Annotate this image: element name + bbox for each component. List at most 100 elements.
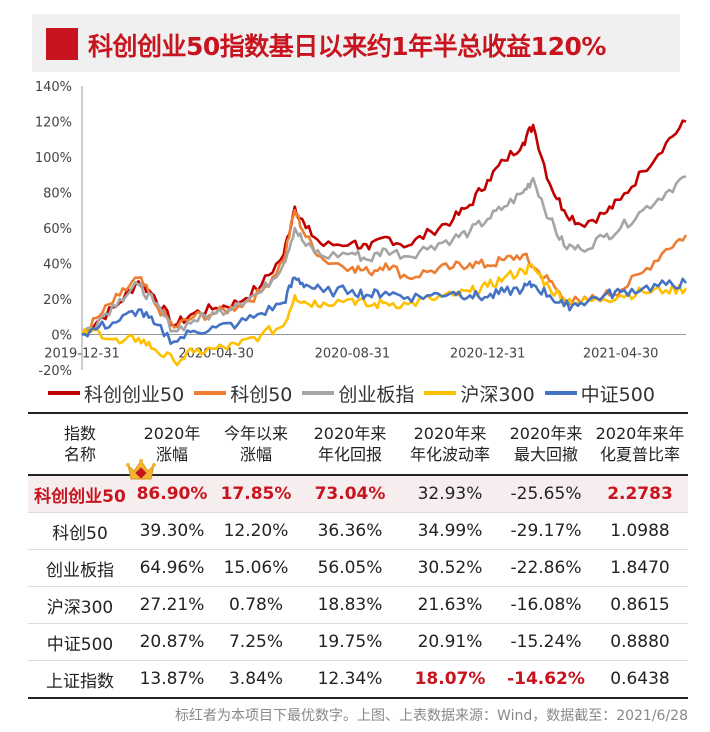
value-cell: 0.78% (212, 586, 300, 624)
title-square-icon (46, 28, 78, 60)
value-cell: 0.8880 (592, 623, 688, 661)
table-header-cell: 2020年来 年化回报 (300, 412, 400, 476)
value-cell: 18.83% (300, 586, 400, 624)
value-cell: 27.21% (132, 586, 212, 624)
header-line: 2020年来年 (595, 424, 685, 443)
chart-title: 科创创业50指数基日以来约1年半总收益120% (88, 32, 606, 61)
value-cell: 12.34% (300, 660, 400, 699)
value-cell: 64.96% (132, 549, 212, 587)
y-tick-label: -20% (38, 364, 72, 376)
header-line: 化夏普比率 (599, 445, 680, 464)
header-line: 2020年来 (313, 424, 387, 443)
value-cell: -25.65% (500, 475, 592, 513)
chart-legend: 科创创业50 科创50 创业板指 沪深300 中证500 (48, 378, 688, 408)
value-cell: 1.8470 (592, 549, 688, 587)
header-line: 今年以来 (223, 424, 288, 443)
value-cell: 2.2783 (592, 475, 688, 513)
footnote: 标红者为本项目下最优数字。上图、上表数据来源：Wind，数据截至：2021/6/… (175, 708, 688, 724)
value-cell: 39.30% (132, 512, 212, 550)
header-line: 2020年 (143, 424, 201, 443)
value-cell: -22.86% (500, 549, 592, 587)
value-cell: 3.84% (212, 660, 300, 699)
legend-swatch (194, 391, 227, 395)
index-name-cell: 科创创业50 (28, 475, 132, 513)
series-line (81, 175, 687, 336)
table-row: 科创50 39.30% 12.20% 36.36% 34.99% -29.17% 1.098… (28, 512, 688, 550)
legend-item: 沪深300 (424, 380, 535, 407)
y-tick-label: 80% (43, 187, 72, 202)
header-line: 指数 (63, 424, 96, 443)
table-header-cell: 今年以来 涨幅 (212, 412, 300, 476)
value-cell: 73.04% (300, 475, 400, 513)
value-cell: 32.93% (400, 475, 500, 513)
legend-label: 科创50 (230, 383, 293, 406)
legend-swatch (48, 391, 80, 395)
value-cell: 0.8615 (592, 586, 688, 624)
value-cell: 18.07% (400, 660, 500, 699)
value-cell: -14.62% (500, 660, 592, 699)
value-cell: 56.05% (300, 549, 400, 587)
table-row: 上证指数 13.87% 3.84% 12.34% 18.07% -14.62% 0.6438 (28, 660, 688, 699)
y-tick-label: 60% (43, 222, 72, 237)
stats-table-wrap: 指数 名称 2020年 涨幅 今年以来 涨幅 2020年来 年化回报 2020年来 年化波动率 20… (28, 412, 688, 699)
value-cell: -15.24% (500, 623, 592, 661)
y-tick-label: 0% (51, 329, 72, 344)
value-cell: -29.17% (500, 512, 592, 550)
header-line: 涨幅 (239, 445, 272, 464)
line-chart: -20% 0% 20% 40% 60% 80% 100% 120% 140% 2019-12-31… (35, 80, 688, 376)
header-line: 涨幅 (155, 445, 188, 464)
index-name-cell: 创业板指 (28, 549, 132, 587)
table-row: 科创创业50 86.90% 17.85% 73.04% 32.93% -25.65% 2.2… (28, 475, 688, 513)
stats-table: 指数 名称 2020年 涨幅 今年以来 涨幅 2020年来 年化回报 2020年来 年化波动率 20… (28, 412, 688, 699)
series-line (81, 276, 688, 345)
header-line: 2020年来 (509, 424, 583, 443)
header-line: 最大回撤 (513, 445, 578, 464)
legend-label: 创业板指 (338, 383, 415, 406)
series-line (81, 119, 687, 336)
y-tick-label: 40% (43, 258, 72, 273)
value-cell: 36.36% (300, 512, 400, 550)
legend-swatch (302, 391, 335, 395)
value-cell: 34.99% (400, 512, 500, 550)
table-header-cell: 2020年来 最大回撤 (500, 412, 592, 476)
value-cell: 13.87% (132, 660, 212, 699)
legend-label: 中证500 (580, 383, 655, 406)
table-header-cell: 2020年来 年化波动率 (400, 412, 500, 476)
index-name-cell: 沪深300 (28, 586, 132, 624)
legend-item: 创业板指 (302, 380, 414, 407)
table-header-cell: 2020年涨幅 (132, 412, 212, 476)
value-cell: 1.0988 (592, 512, 688, 550)
value-cell: 21.63% (400, 586, 500, 624)
legend-swatch (544, 391, 577, 395)
value-cell: 20.91% (400, 623, 500, 661)
title-bar: 科创创业50指数基日以来约1年半总收益120% (32, 14, 680, 72)
value-cell: 15.06% (212, 549, 300, 587)
value-cell: 20.87% (132, 623, 212, 661)
y-tick-label: 120% (35, 116, 72, 131)
value-cell: -16.08% (500, 586, 592, 624)
index-name-cell: 科创50 (28, 512, 132, 550)
value-cell: 0.6438 (592, 660, 688, 699)
series-line (81, 209, 688, 336)
value-cell: 19.75% (300, 623, 400, 661)
y-tick-label: 100% (35, 151, 72, 166)
x-tick-label: 2020-08-31 (315, 347, 391, 362)
value-cell: 7.25% (212, 623, 300, 661)
header-line: 名称 (63, 445, 96, 464)
value-cell: 86.90% (132, 475, 212, 513)
header-line: 2020年来 (413, 424, 487, 443)
index-name-cell: 上证指数 (28, 660, 132, 699)
y-tick-label: 140% (35, 80, 72, 95)
table-row: 沪深300 27.21% 0.78% 18.83% 21.63% -16.08% 0.861… (28, 586, 688, 624)
header-line: 年化波动率 (409, 445, 490, 464)
x-tick-label: 2019-12-31 (44, 347, 120, 362)
index-name-cell: 中证500 (28, 623, 132, 661)
table-row: 创业板指 64.96% 15.06% 56.05% 30.52% -22.86% 1.847… (28, 549, 688, 587)
value-cell: 30.52% (400, 549, 500, 587)
legend-item: 中证500 (544, 380, 655, 407)
legend-item: 科创创业50 (48, 380, 184, 407)
y-tick-label: 20% (43, 293, 72, 308)
x-tick-label: 2020-12-31 (450, 347, 526, 362)
value-cell: 17.85% (212, 475, 300, 513)
legend-swatch (424, 391, 457, 395)
